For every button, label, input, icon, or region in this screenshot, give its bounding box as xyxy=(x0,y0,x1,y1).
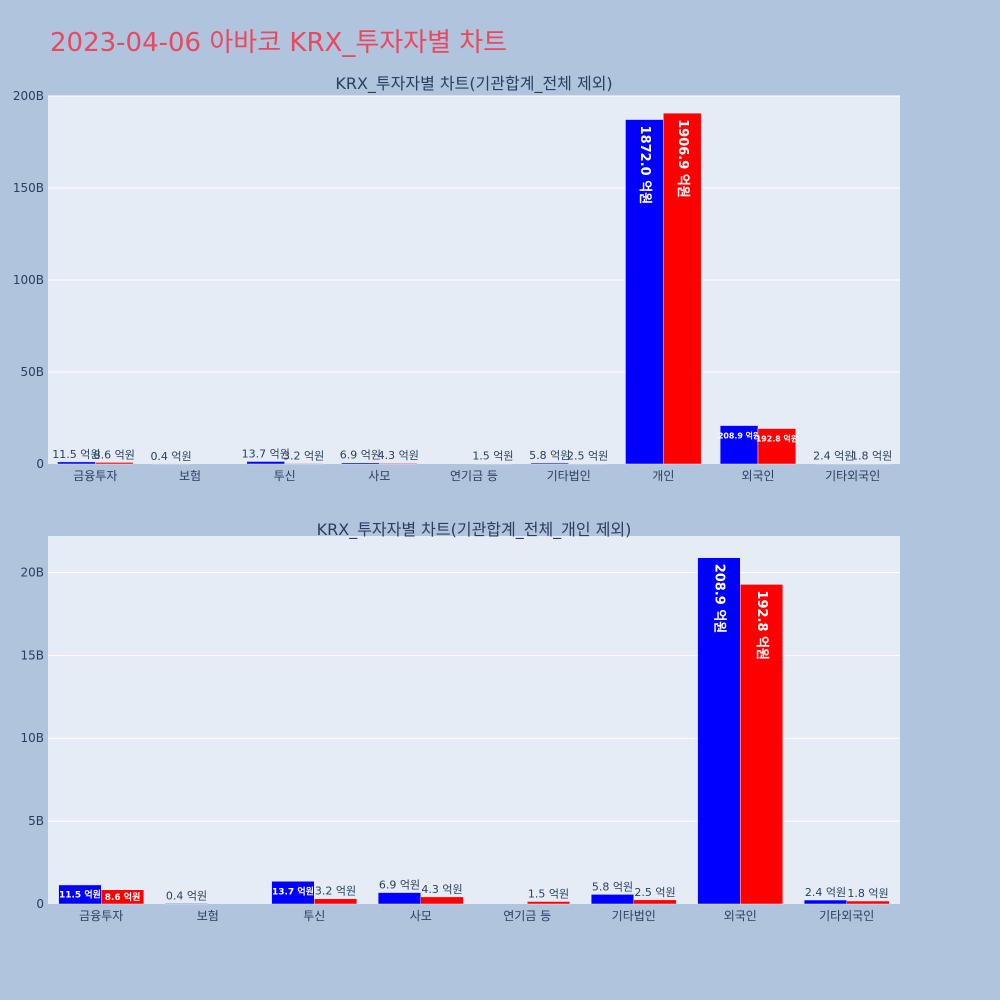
bar-value-label: 2.5 억원 xyxy=(634,886,675,899)
x-tick-label: 연기금 등 xyxy=(503,909,551,923)
bar-value-label: 5.8 억원 xyxy=(592,880,633,893)
bar-value-label: 3.2 억원 xyxy=(283,449,324,462)
y-tick-label: 5B xyxy=(28,814,44,828)
y-tick-label: 50B xyxy=(20,365,44,379)
x-tick-label: 사모 xyxy=(410,909,432,923)
bar-value-label: 4.3 억원 xyxy=(421,883,462,896)
bar-value-label: 1.8 억원 xyxy=(847,887,888,900)
bar xyxy=(530,462,569,465)
x-tick-label: 기타외국인 xyxy=(825,469,880,483)
bar-value-label: 2.5 억원 xyxy=(567,450,608,463)
bar xyxy=(246,461,285,465)
bar xyxy=(101,889,145,905)
bar-value-label: 8.6 억원 xyxy=(105,891,141,903)
bar-value-label: 192.8 억원 xyxy=(754,590,769,660)
bar xyxy=(633,899,677,905)
x-tick-label: 외국인 xyxy=(741,469,774,483)
bar-chart-bottom: KRX_투자자별 차트(기관합계_전체_개인 제외) 0 5B 10B 15B 20B 금융… xyxy=(20,520,900,923)
bar-value-label: 13.7 억원 xyxy=(242,447,290,460)
bar-value-label: 8.6 억원 xyxy=(94,448,135,461)
bar xyxy=(57,461,96,465)
bar xyxy=(757,428,797,465)
x-tick-label: 기타법인 xyxy=(612,909,656,923)
x-tick-label: 금융투자 xyxy=(79,909,123,923)
y-tick-label: 15B xyxy=(20,648,44,662)
x-tick-label: 투신 xyxy=(303,909,325,923)
bar-value-label: 192.8 억원 xyxy=(756,434,798,444)
y-tick-label: 0 xyxy=(36,897,44,911)
x-tick-label: 투신 xyxy=(274,469,296,483)
bar-value-label: 0.4 억원 xyxy=(166,889,207,902)
x-tick-label: 보험 xyxy=(179,469,201,483)
x-tick-label: 사모 xyxy=(368,469,390,483)
y-tick-label: 150B xyxy=(13,181,44,195)
chart-title: KRX_투자자별 차트(기관합계_전체_개인 제외) xyxy=(317,520,632,540)
x-tick-label: 연기금 등 xyxy=(450,469,498,483)
y-tick-label: 20B xyxy=(20,565,44,579)
bar xyxy=(697,557,741,905)
bar-value-label: 13.7 억원 xyxy=(272,885,314,897)
bar xyxy=(590,894,635,905)
y-tick-label: 10B xyxy=(20,731,44,745)
bar-value-label: 4.3 억원 xyxy=(378,449,419,462)
bar xyxy=(271,881,315,905)
bar-value-label: 6.9 억원 xyxy=(340,449,381,462)
bar xyxy=(420,896,464,905)
x-tick-label: 기타법인 xyxy=(547,469,591,483)
y-tick-label: 0 xyxy=(36,457,44,471)
bar-value-label: 1.5 억원 xyxy=(528,888,569,901)
bar xyxy=(284,463,323,465)
bar xyxy=(663,112,702,465)
x-tick-label: 개인 xyxy=(652,469,674,483)
bar-value-label: 6.9 억원 xyxy=(379,879,420,892)
bar-value-label: 1906.9 억원 xyxy=(675,119,690,198)
bar-value-label: 11.5 억원 xyxy=(59,888,101,900)
x-tick-label: 보험 xyxy=(197,909,219,923)
bar xyxy=(846,900,890,905)
bar-value-label: 2.4 억원 xyxy=(805,886,846,899)
bar-value-label: 11.5 억원 xyxy=(52,448,100,461)
bar-value-label: 1.5 억원 xyxy=(472,450,513,463)
x-tick-label: 금융투자 xyxy=(73,469,117,483)
bar-chart-top: KRX_투자자별 차트(기관합계_전체 제외) 0 50B 100B 150B 200B 금… xyxy=(13,74,900,483)
bar xyxy=(341,462,380,465)
bar xyxy=(95,462,134,465)
bar-value-label: 208.9 억원 xyxy=(718,431,760,441)
bar xyxy=(803,899,848,905)
bar-value-label: 0.4 억원 xyxy=(150,450,191,463)
page-title: 2023-04-06 아바코 KRX_투자자별 차트 xyxy=(50,28,508,58)
y-tick-label: 200B xyxy=(13,89,44,103)
bar xyxy=(740,584,784,905)
bar-value-label: 3.2 억원 xyxy=(315,885,356,898)
bar-value-label: 2.4 억원 xyxy=(813,450,854,463)
x-tick-label: 외국인 xyxy=(724,909,757,923)
chart-title: KRX_투자자별 차트(기관합계_전체 제외) xyxy=(335,74,612,94)
bar-value-label: 1.8 억원 xyxy=(851,450,892,463)
x-tick-label: 기타외국인 xyxy=(819,909,874,923)
bar xyxy=(527,901,571,905)
bar xyxy=(719,425,759,465)
bar-value-label: 5.8 억원 xyxy=(529,449,570,462)
bar xyxy=(379,462,418,465)
bar-value-label: 1872.0 억원 xyxy=(637,126,652,205)
bar xyxy=(314,898,358,905)
bar xyxy=(164,903,208,905)
bar xyxy=(377,892,421,905)
y-tick-label: 100B xyxy=(13,273,44,287)
bar-value-label: 208.9 억원 xyxy=(711,564,726,634)
